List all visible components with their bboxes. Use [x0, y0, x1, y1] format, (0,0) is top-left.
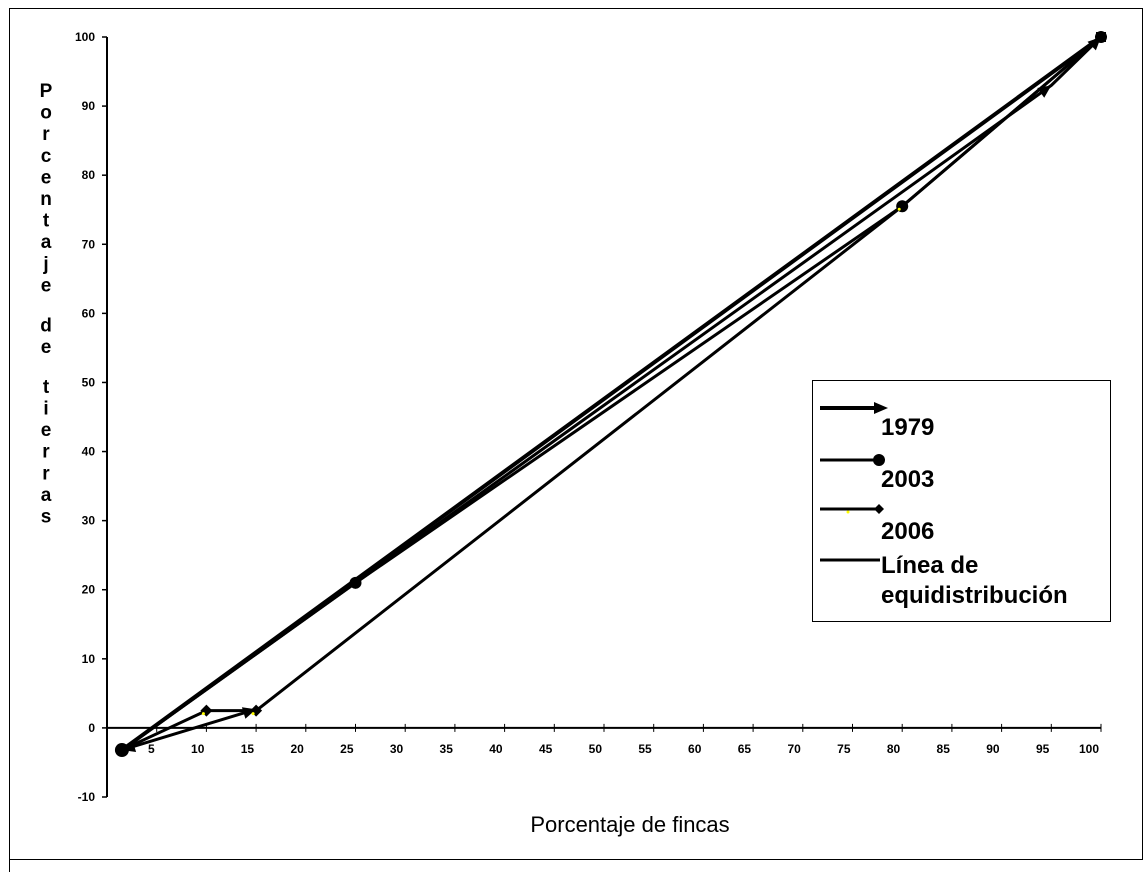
- y-axis-title-letter: r: [42, 124, 50, 145]
- y-axis-title-letter: a: [41, 232, 52, 253]
- legend-label-2006: 2006: [881, 518, 935, 545]
- y-axis-title-letter: i: [43, 399, 48, 420]
- line-marker-icon: [820, 558, 880, 562]
- x-tick-label: 95: [1036, 742, 1050, 756]
- y-axis-title-letter: e: [41, 275, 52, 296]
- x-tick-label: 90: [986, 742, 1000, 756]
- x-tick-label: 60: [688, 742, 702, 756]
- y-tick-label: 90: [82, 99, 96, 113]
- x-tick-label: 5: [148, 742, 155, 756]
- x-tick-label: 75: [837, 742, 851, 756]
- x-tick-label: 15: [241, 742, 255, 756]
- x-tick-label: 50: [589, 742, 603, 756]
- y-axis-title-letter: P: [40, 81, 53, 102]
- y-axis-title-letter: t: [43, 211, 50, 232]
- y-tick-label: 50: [82, 375, 96, 389]
- y-axis-title-letter: r: [42, 442, 50, 463]
- x-tick-label: 65: [738, 742, 752, 756]
- x-tick-label: 40: [489, 742, 503, 756]
- y-tick-label: 100: [75, 30, 95, 44]
- y-axis-title-letter: e: [41, 167, 52, 188]
- x-tick-label: 30: [390, 742, 404, 756]
- y-axis-title-letter: a: [41, 485, 52, 506]
- data-point-accent: [201, 712, 205, 716]
- y-tick-label: 0: [88, 721, 95, 735]
- y-tick-label: 80: [82, 168, 96, 182]
- x-tick-label: 25: [340, 742, 354, 756]
- data-point-diamond: [200, 704, 213, 717]
- x-tick-label: 35: [440, 742, 454, 756]
- arrow-marker-icon: [820, 402, 888, 414]
- y-tick-label: 20: [82, 583, 96, 597]
- data-point-accent: [897, 207, 901, 211]
- legend-label-equidistribucion: Línea de equidistribución: [881, 552, 1068, 609]
- x-tick-label: 100: [1079, 742, 1099, 756]
- x-tick-label: 55: [638, 742, 652, 756]
- origin-point: [114, 743, 129, 758]
- x-tick-label: 85: [937, 742, 951, 756]
- circle-marker-icon: [820, 454, 885, 466]
- y-axis-title-letter: e: [41, 420, 52, 441]
- x-tick-label: 80: [887, 742, 901, 756]
- y-axis-title-letter: d: [40, 315, 52, 336]
- y-axis-title-letter: t: [43, 377, 50, 398]
- outer-frame-tick: [9, 860, 10, 872]
- y-axis-title-letter: j: [42, 254, 48, 275]
- chart-frame: [9, 8, 1143, 860]
- x-tick-label: 10: [191, 742, 205, 756]
- y-tick-label: 10: [82, 652, 96, 666]
- y-axis-title-letter: s: [41, 507, 52, 528]
- legend: 1979 2003 2006 Línea de equidistribución: [812, 380, 1111, 622]
- legend-label-2003: 2003: [881, 466, 935, 493]
- diamond-marker-icon: [820, 504, 884, 514]
- x-tick-label: 70: [787, 742, 801, 756]
- end-point: [1096, 32, 1106, 42]
- y-axis-title-letter: n: [40, 189, 52, 210]
- y-axis-title-letter: e: [41, 337, 52, 358]
- y-tick-label: 60: [82, 306, 96, 320]
- x-tick-label: 45: [539, 742, 553, 756]
- x-axis-title: Porcentaje de fincas: [530, 812, 729, 837]
- y-axis-title-letter: c: [41, 146, 52, 167]
- y-tick-label: 30: [82, 514, 96, 528]
- legend-label-1979: 1979: [881, 414, 935, 441]
- y-axis-title-letter: o: [40, 103, 52, 124]
- y-tick-label: 70: [82, 237, 96, 251]
- y-axis-title-letter: r: [42, 463, 50, 484]
- y-tick-label: 40: [82, 445, 96, 459]
- y-tick-label: -10: [78, 790, 96, 804]
- data-point-accent: [251, 712, 255, 716]
- x-tick-label: 20: [290, 742, 304, 756]
- series-line-línea: [120, 35, 1103, 752]
